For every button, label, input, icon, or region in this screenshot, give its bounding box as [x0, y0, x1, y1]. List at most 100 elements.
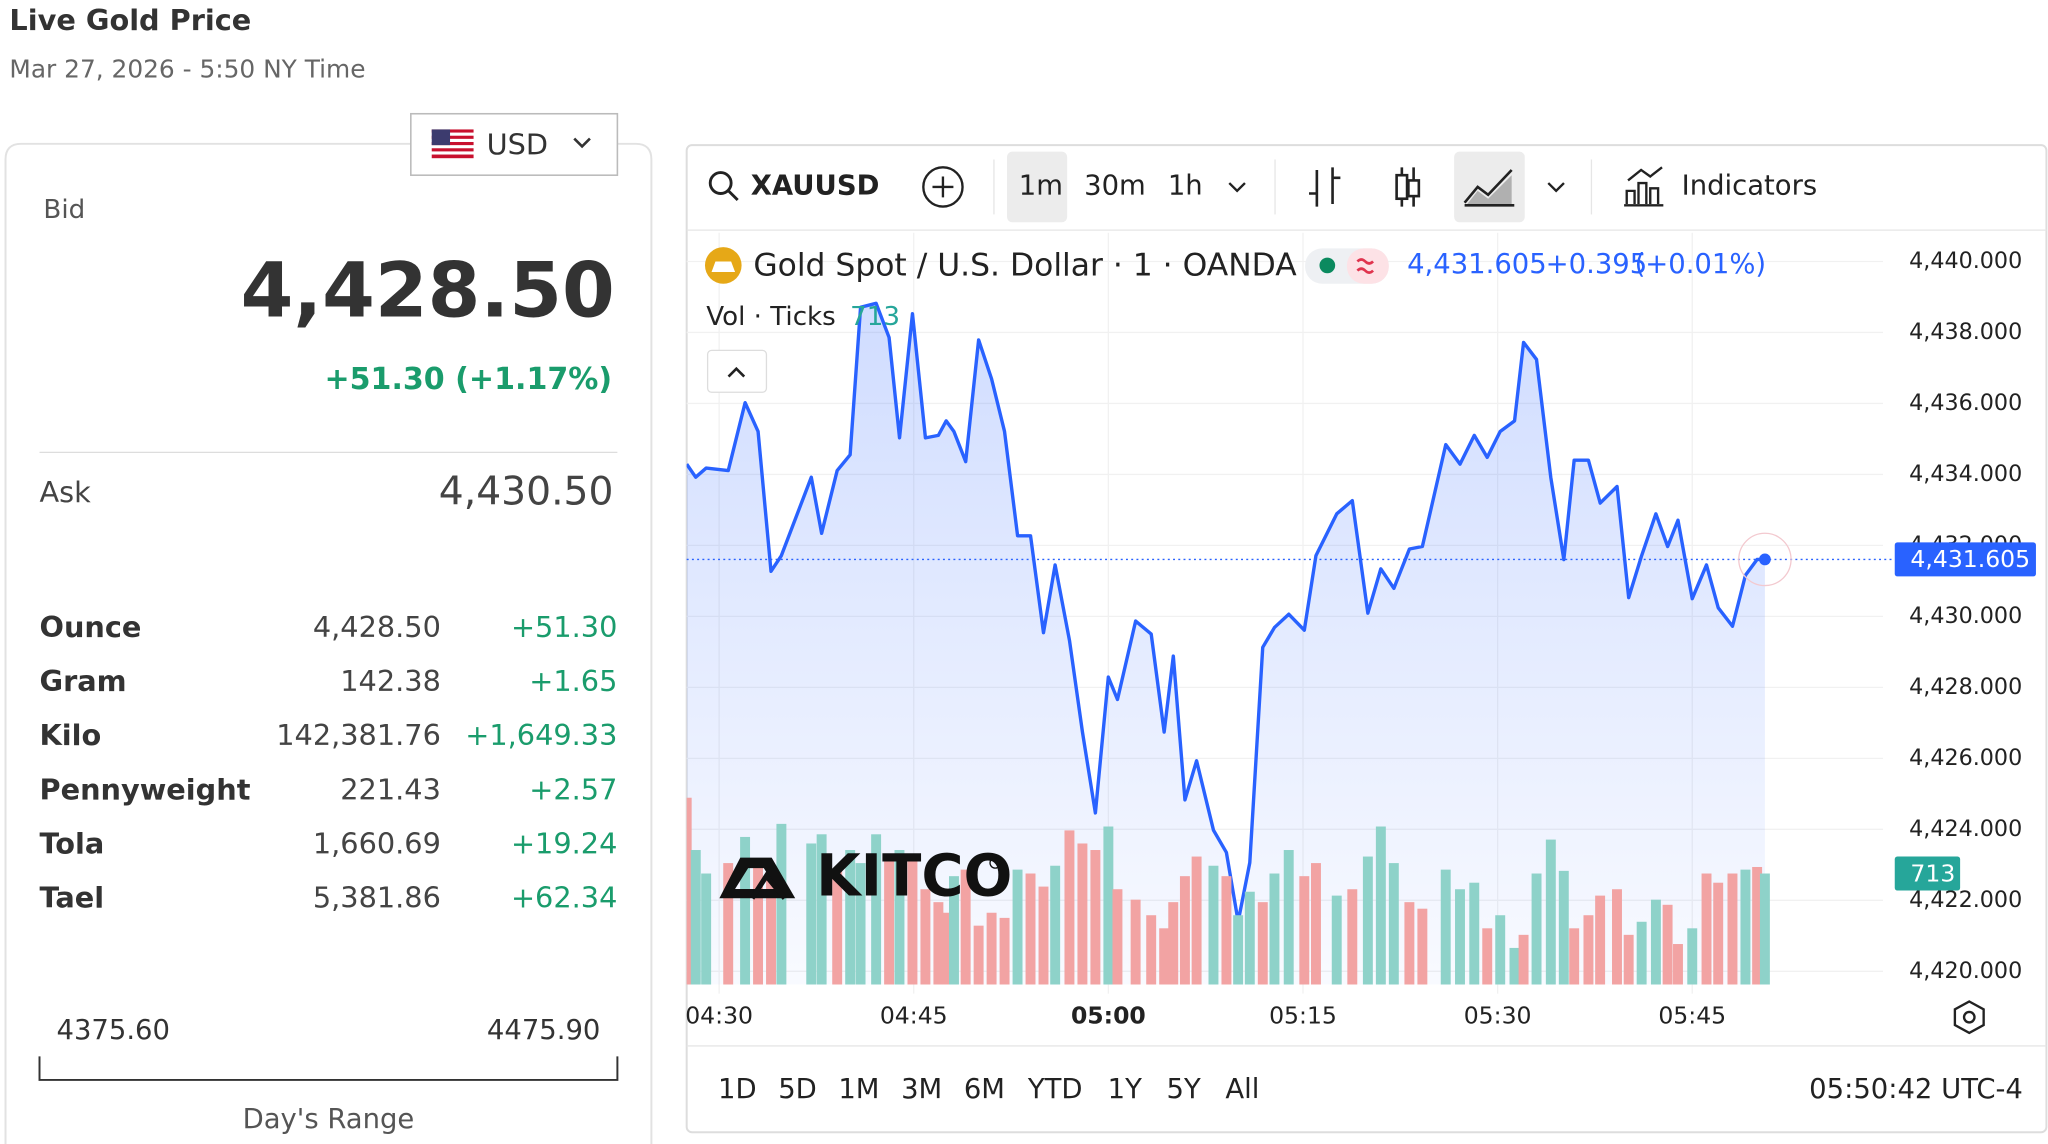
volume-badge: [1894, 856, 1961, 891]
volume-bar: [701, 873, 712, 985]
chart-style-active[interactable]: [1454, 151, 1525, 223]
x-tick-label: 05:30: [1464, 1002, 1532, 1030]
unit-price: 1,660.69: [313, 826, 441, 860]
delay-badge: [1346, 248, 1389, 284]
unit-name: Gram: [40, 664, 127, 698]
x-tick-label: 04:45: [880, 1002, 948, 1030]
y-tick-label: 4,420.000: [1909, 958, 2022, 984]
unit-price: 4,428.50: [313, 610, 441, 644]
settings-button[interactable]: [1953, 1000, 1985, 1035]
price-badge: [1894, 542, 2036, 577]
volume-bar: [1569, 928, 1580, 985]
volume-bar: [1283, 850, 1294, 985]
volume-bar: [1673, 944, 1683, 985]
unit-price: 221.43: [340, 772, 441, 806]
volume-bar: [986, 912, 997, 985]
range-button[interactable]: 3M: [901, 1074, 942, 1105]
volume-bar: [776, 823, 787, 985]
y-tick-label: 4,422.000: [1909, 887, 2022, 913]
volume-bar: [1388, 863, 1399, 985]
symbol-search[interactable]: XAUUSD: [708, 170, 880, 201]
volume-bar: [894, 850, 905, 985]
interval-active[interactable]: [1007, 151, 1068, 223]
volume-bar: [1701, 873, 1712, 985]
bid-change: +51.30 (+1.17%): [324, 362, 612, 397]
collapse-icon: [727, 366, 746, 378]
interval[interactable]: 1m: [1019, 170, 1063, 201]
y-tick-label: 4,428.000: [1909, 674, 2022, 700]
logo-text: KITCO: [816, 843, 1012, 910]
style-menu[interactable]: [1547, 182, 1565, 193]
bid-price: 4,428.50: [241, 246, 615, 334]
range-button[interactable]: 1D: [718, 1074, 757, 1105]
volume-bar: [1558, 870, 1569, 985]
volume-bar: [1518, 934, 1529, 985]
price-area: [686, 303, 1765, 985]
range-button[interactable]: 1Y: [1108, 1074, 1142, 1105]
y-tick-label: 4,434.000: [1909, 461, 2022, 487]
volume-bar: [973, 925, 984, 985]
range-button[interactable]: 5Y: [1167, 1074, 1201, 1105]
volume-bar: [1759, 873, 1770, 985]
unit-name: Tola: [40, 826, 105, 860]
volume-bar: [1012, 869, 1023, 985]
interval[interactable]: 1h: [1168, 170, 1203, 201]
volume-bar: [1112, 889, 1123, 985]
unit-name: Ounce: [40, 610, 142, 644]
volume-bar: [1662, 904, 1673, 985]
volume-bar: [1583, 915, 1594, 985]
delay-icon: [1356, 258, 1375, 274]
range-button[interactable]: All: [1225, 1074, 1259, 1105]
y-tick-label: 4,426.000: [1909, 745, 2022, 771]
volume-bar: [1244, 891, 1255, 985]
symbol[interactable]: XAUUSD: [751, 170, 880, 201]
unit-table: Ounce 4,428.50 +51.30 Gram 142.38 +1.65 Kilo 14…: [40, 610, 618, 915]
bid-label: Bid: [43, 195, 85, 225]
range-button[interactable]: 5D: [778, 1074, 817, 1105]
compare-button[interactable]: [922, 166, 964, 208]
unit-change: +2.57: [529, 772, 617, 806]
unit-change: +1,649.33: [465, 718, 617, 752]
indicators-label[interactable]: Indicators: [1682, 170, 1818, 201]
range-button[interactable]: 1M: [838, 1074, 879, 1105]
interval[interactable]: 30m: [1084, 170, 1146, 201]
volume-bar: [1375, 826, 1386, 985]
registered-mark: [989, 857, 1002, 869]
volume-bar: [1221, 876, 1232, 985]
bars-icon[interactable]: [1309, 167, 1341, 207]
collapse-button[interactable]: [706, 349, 768, 393]
interval-menu[interactable]: [1228, 182, 1246, 193]
y-tick-label: 4,436.000: [1909, 390, 2022, 416]
currency-label[interactable]: USD: [487, 127, 548, 161]
indicators-button[interactable]: Indicators: [1624, 166, 1818, 207]
gold-bar-icon: [711, 261, 736, 272]
volume-bar: [1179, 876, 1190, 985]
candle-body: [1395, 173, 1409, 201]
price-line: [686, 301, 1765, 924]
candle-body: [1407, 179, 1421, 198]
volume-bar: [1159, 928, 1170, 985]
volume-bar: [999, 917, 1010, 985]
quote-card: [4, 142, 653, 1144]
page-title: Live Gold Price: [9, 3, 251, 37]
x-tick-label: 05:45: [1658, 1002, 1726, 1030]
volume-bar: [1740, 869, 1751, 985]
y-tick-label: 4,424.000: [1909, 816, 2022, 842]
volume-badge-label: 713: [1910, 859, 1955, 887]
currency-select[interactable]: USD: [410, 112, 619, 176]
range-button[interactable]: YTD: [1027, 1074, 1083, 1105]
volume-bar: [806, 843, 817, 985]
unit-change: +1.65: [529, 664, 617, 698]
volume-bar: [1440, 869, 1451, 985]
volume-bar: [1050, 865, 1061, 985]
chart-title: Gold Spot / U.S. Dollar · 1 · OANDA: [753, 248, 1297, 284]
price-badge-label: 4,431.605: [1910, 545, 2030, 573]
range-button[interactable]: 6M: [964, 1074, 1005, 1105]
plus-icon: [932, 176, 954, 198]
volume-bar: [1531, 873, 1542, 985]
volume-bar: [1687, 928, 1698, 985]
volume-bar: [1636, 921, 1647, 985]
area-icon: [1463, 169, 1515, 207]
volume-bar: [690, 850, 701, 985]
unit-name: Pennyweight: [40, 772, 251, 806]
